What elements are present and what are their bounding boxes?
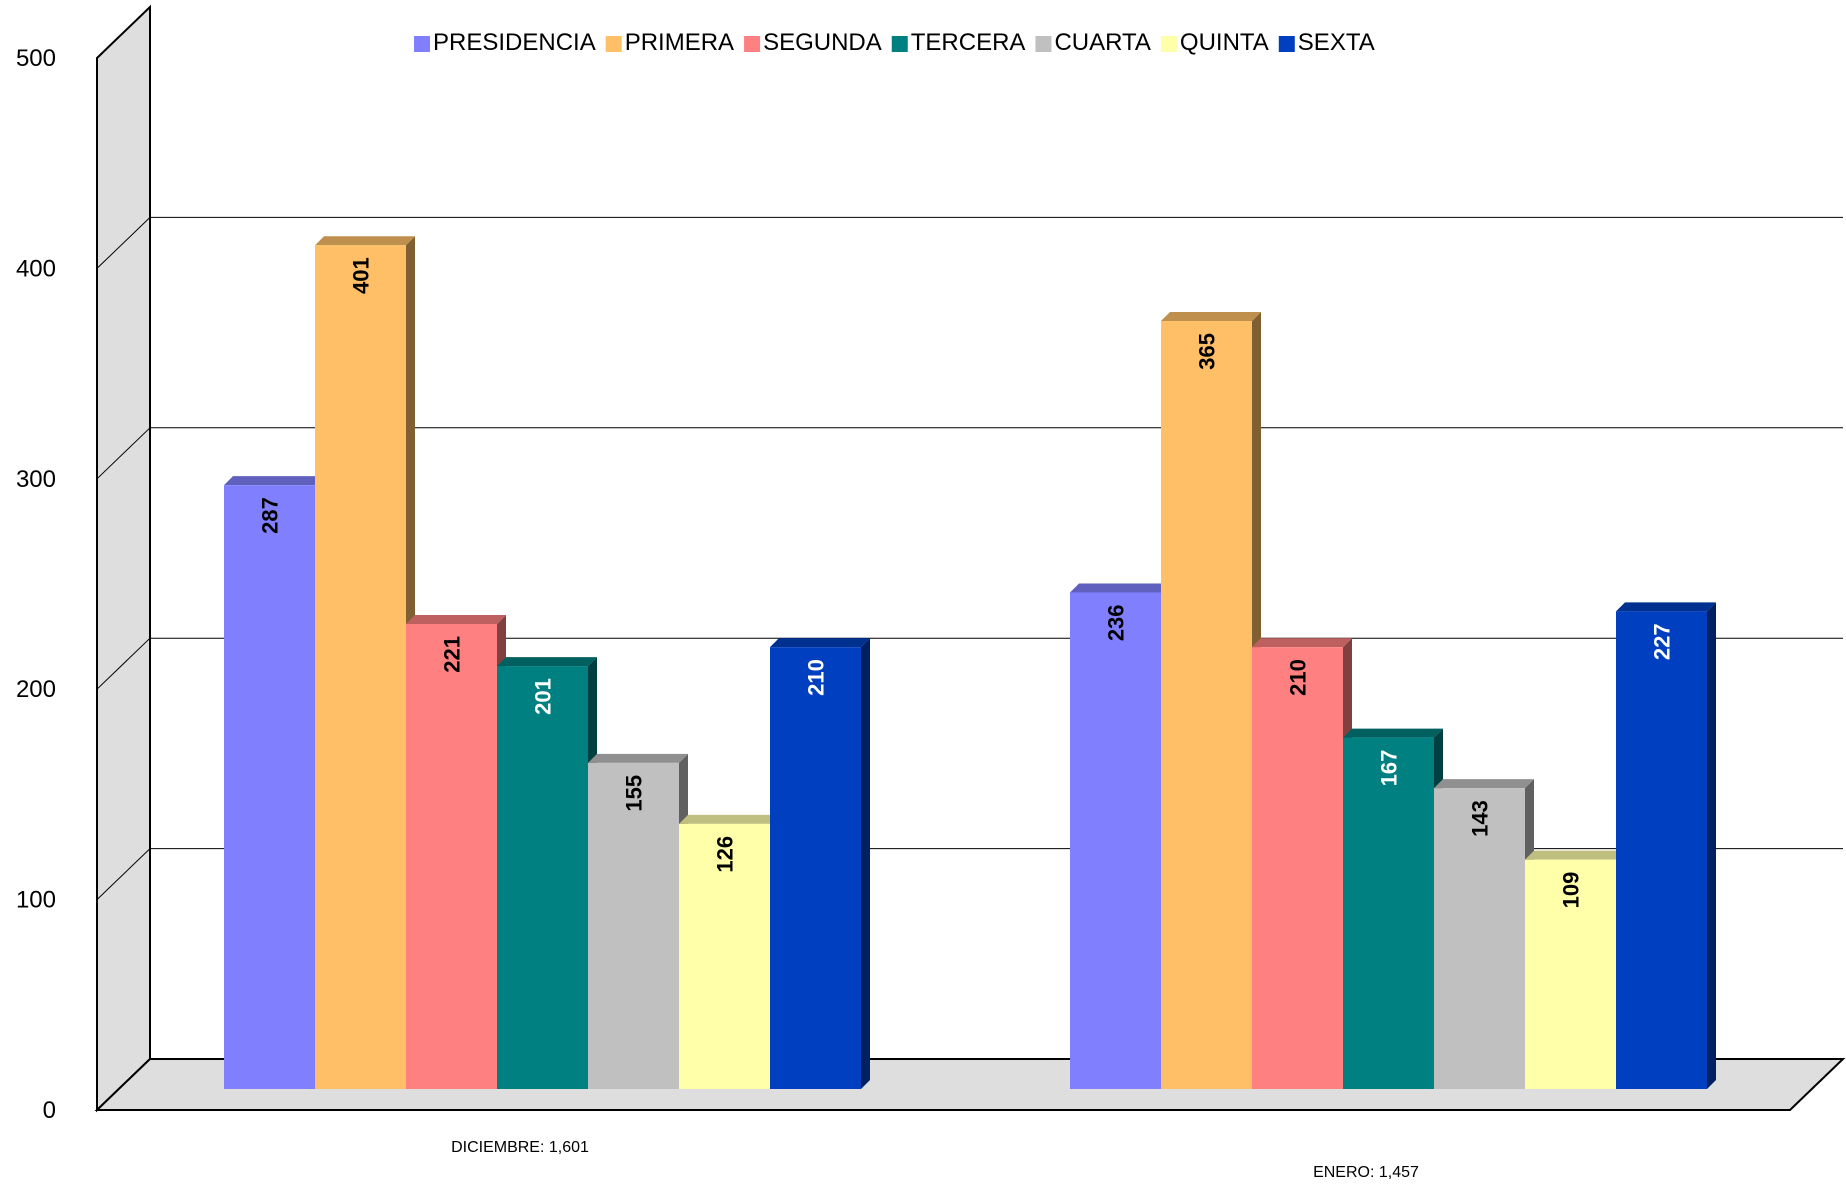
bar-side-sexta — [1707, 602, 1716, 1089]
bars-group: 287 401 221 201 155 126 210 236 365 210 167 143 109 2… — [224, 236, 1716, 1090]
gridline-side — [96, 637, 151, 690]
data-label-primera: 401 — [349, 257, 374, 294]
bar-top-quinta — [1525, 850, 1625, 860]
data-label-sexta: 227 — [1650, 623, 1675, 660]
data-label-presidencia: 236 — [1104, 604, 1129, 641]
data-label-sexta: 210 — [804, 659, 829, 696]
bar-sexta — [1616, 611, 1707, 1089]
y-tick-label: 100 — [16, 887, 56, 914]
data-label-tercera: 167 — [1377, 750, 1402, 787]
bar-tercera — [1343, 737, 1434, 1089]
legend-label-cuarta: CUARTA — [1054, 29, 1150, 56]
legend-swatch-tercera — [891, 36, 908, 52]
gridline-side — [96, 217, 151, 269]
bar-presidencia — [224, 485, 315, 1090]
x-axis: DICIEMBRE: 1,601 ENERO: 1,457 — [451, 1139, 1419, 1181]
category-label: ENERO: 1,457 — [1313, 1164, 1419, 1180]
bar-top-presidencia — [1070, 583, 1170, 593]
data-label-segunda: 221 — [440, 636, 465, 673]
y-tick-label: 300 — [16, 466, 56, 493]
legend: PRESIDENCIA PRIMERA SEGUNDA TERCERA CUARTA QU… — [414, 29, 1375, 56]
bar-quinta — [1525, 859, 1616, 1089]
legend-label-quinta: QUINTA — [1180, 29, 1269, 56]
gridline-side — [96, 427, 151, 480]
legend-label-sexta: SEXTA — [1298, 29, 1375, 56]
bar-cuarta — [1434, 788, 1525, 1089]
y-axis: 0 100 200 300 400 500 — [16, 45, 56, 1124]
bar-top-presidencia — [224, 476, 324, 486]
data-label-primera: 365 — [1195, 333, 1220, 370]
gridline-side — [96, 848, 151, 900]
y-tick-label: 500 — [16, 45, 56, 72]
bar-top-tercera — [497, 657, 597, 667]
legend-swatch-quinta — [1160, 36, 1177, 52]
bar-segunda — [1252, 647, 1343, 1089]
bar-primera — [1161, 321, 1252, 1089]
legend-swatch-primera — [605, 36, 622, 52]
data-label-presidencia: 287 — [258, 497, 283, 534]
bar-presidencia — [1070, 592, 1161, 1089]
data-label-cuarta: 143 — [1468, 800, 1493, 837]
bar-top-cuarta — [1434, 779, 1534, 789]
data-label-tercera: 201 — [531, 678, 556, 715]
bar-top-tercera — [1343, 728, 1443, 738]
bar-top-segunda — [1252, 638, 1352, 648]
bar-tercera — [497, 666, 588, 1089]
side-wall — [96, 4, 151, 1113]
bar-cuarta — [588, 762, 679, 1089]
data-label-segunda: 210 — [1286, 659, 1311, 696]
y-tick-label: 0 — [43, 1097, 56, 1124]
bar-top-primera — [1161, 312, 1261, 322]
data-label-quinta: 109 — [1559, 872, 1584, 909]
data-label-quinta: 126 — [713, 836, 738, 873]
bar-top-quinta — [679, 814, 779, 824]
legend-swatch-presidencia — [414, 36, 430, 52]
y-tick-label: 200 — [16, 676, 56, 703]
bar-top-sexta — [770, 638, 870, 648]
bar-top-segunda — [406, 615, 506, 625]
legend-swatch-segunda — [744, 36, 761, 52]
y-tick-label: 400 — [16, 255, 56, 282]
data-label-cuarta: 155 — [622, 775, 647, 812]
bar-side-sexta — [861, 638, 870, 1089]
legend-label-segunda: SEGUNDA — [763, 29, 882, 56]
bar-top-sexta — [1616, 602, 1716, 612]
bar-top-cuarta — [588, 753, 688, 763]
bar-primera — [315, 245, 406, 1089]
legend-swatch-sexta — [1278, 36, 1295, 52]
category-label: DICIEMBRE: 1,601 — [451, 1139, 589, 1156]
bar-top-primera — [315, 236, 415, 246]
legend-label-tercera: TERCERA — [911, 29, 1026, 56]
bar-sexta — [770, 647, 861, 1089]
bar-quinta — [679, 823, 770, 1089]
legend-swatch-cuarta — [1035, 36, 1052, 52]
legend-label-presidencia: PRESIDENCIA — [433, 29, 596, 56]
bar-segunda — [406, 624, 497, 1089]
legend-label-primera: PRIMERA — [625, 29, 734, 56]
